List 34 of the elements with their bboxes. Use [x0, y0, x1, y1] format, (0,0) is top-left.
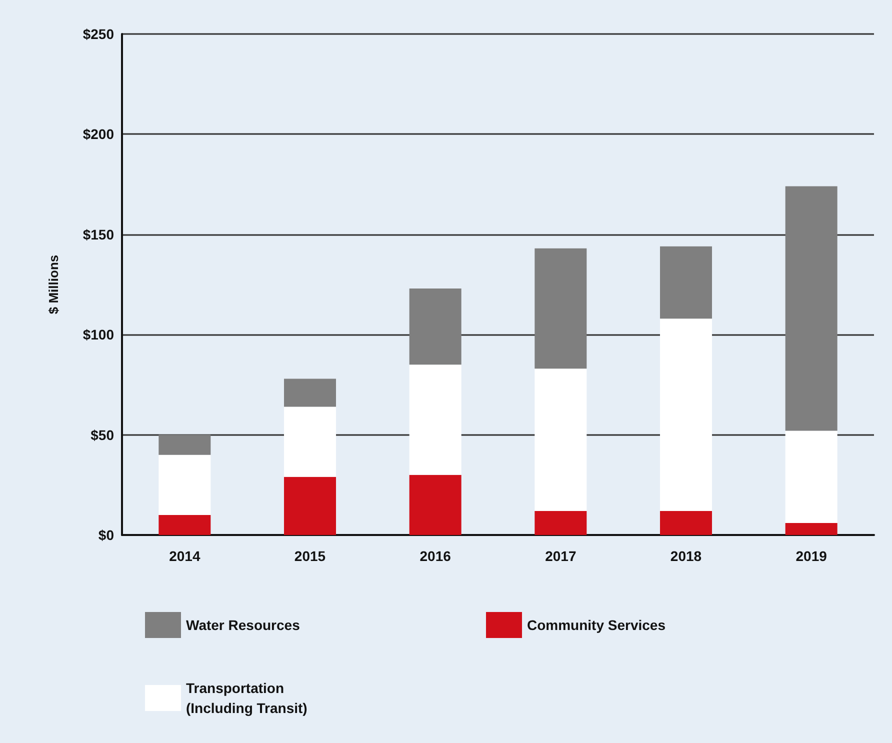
y-tick-label: $150: [82, 226, 114, 242]
x-tick-label: 2017: [545, 548, 576, 564]
bar: [660, 246, 712, 319]
bar: [534, 510, 587, 535]
y-tick-label: $200: [82, 126, 114, 142]
x-tick-label: 2015: [294, 548, 326, 564]
y-axis-title: $ Millions: [46, 254, 61, 314]
y-tick-label: $0: [98, 527, 114, 543]
x-tick-label: 2018: [670, 548, 702, 564]
bar: [785, 522, 838, 535]
bar: [409, 364, 462, 475]
y-tick-label: $250: [82, 26, 114, 42]
bar: [534, 248, 587, 369]
bar: [284, 406, 336, 477]
bar: [158, 434, 211, 455]
bar: [785, 430, 838, 523]
x-tick-label: 2014: [169, 548, 200, 564]
bar: [409, 288, 462, 365]
bar: [660, 510, 712, 535]
bar: [785, 186, 838, 431]
bar: [158, 514, 211, 535]
legend-label: Transportation (Including Transit): [186, 680, 308, 716]
x-tick-label: 2019: [796, 548, 828, 564]
x-tick-label: 2016: [420, 548, 452, 564]
bar: [284, 476, 336, 535]
bar: [409, 474, 462, 535]
legend-label: Community Services: [527, 617, 666, 633]
bar: [534, 368, 587, 511]
y-tick-label: $100: [82, 326, 114, 343]
y-tick-label: $50: [90, 426, 114, 443]
legend-label: Water Resources: [186, 617, 300, 633]
bar: [284, 378, 336, 407]
bar: [158, 454, 211, 515]
bar: [660, 318, 712, 511]
